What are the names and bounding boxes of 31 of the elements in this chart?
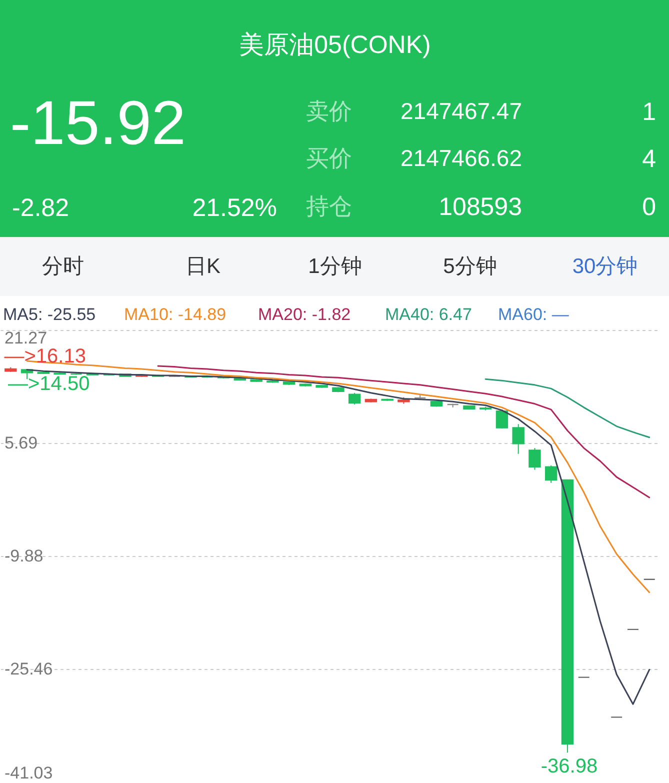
text: -2.82: [12, 194, 69, 222]
text: 5分钟: [443, 255, 497, 278]
text: 21.52%: [192, 194, 277, 222]
text: MA40: 6.47: [385, 305, 472, 324]
text: 卖价: [306, 98, 352, 124]
text: 2147466.62: [400, 145, 522, 171]
text: 108593: [438, 193, 522, 221]
text: 持仓: [306, 193, 352, 219]
annotation: —>14.50: [8, 373, 90, 395]
text: 日K: [185, 255, 221, 278]
text: 分时: [42, 255, 84, 278]
text: MA10: -14.89: [124, 305, 226, 324]
text: 买价: [306, 145, 352, 171]
text: 1: [642, 98, 656, 126]
y-tick-label: -41.03: [4, 764, 53, 782]
y-tick-label: -25.46: [4, 660, 53, 679]
text: 1分钟: [308, 255, 362, 278]
annotation: —>16.13: [4, 345, 86, 368]
y-tick-label: -9.88: [4, 546, 44, 566]
text: 0: [642, 193, 656, 221]
text: 2147467.47: [400, 98, 522, 124]
y-tick-label: 21.27: [4, 328, 48, 348]
y-tick-label: 5.69: [4, 434, 38, 453]
annotation: -36.98: [540, 756, 598, 778]
text: MA60: —: [498, 305, 569, 324]
text: 30分钟: [572, 255, 638, 278]
chart-title: 美原油05(CONK): [239, 31, 431, 59]
text: 4: [642, 145, 656, 173]
text: MA20: -1.82: [258, 305, 351, 324]
text: -15.92: [10, 89, 186, 158]
text: MA5: -25.55: [3, 305, 96, 324]
